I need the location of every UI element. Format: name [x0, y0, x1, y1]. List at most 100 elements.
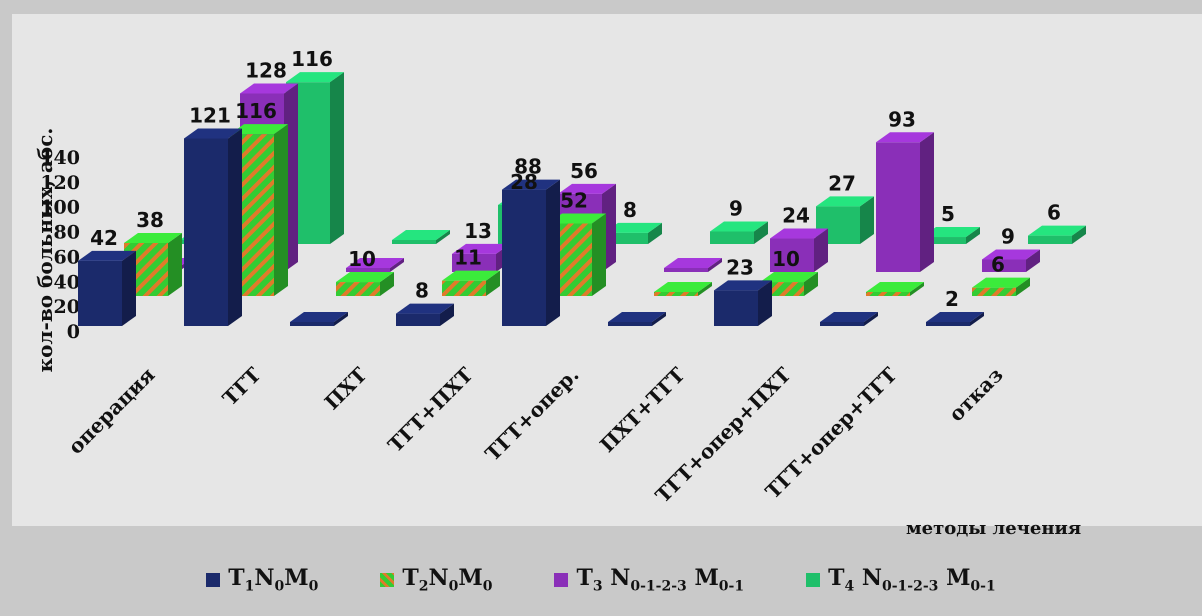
bar-side: [910, 282, 924, 296]
bar-top: [760, 272, 818, 283]
bar-side: [814, 228, 828, 272]
bar-front: [664, 268, 708, 272]
bar-top: [982, 249, 1040, 260]
bar-side: [486, 270, 500, 296]
bar: [392, 230, 450, 244]
bar-top: [286, 72, 344, 83]
bar-top: [710, 221, 768, 232]
bar-top: [866, 282, 924, 292]
bar-side: [592, 213, 606, 296]
bar: [714, 280, 772, 326]
bar-top: [770, 228, 828, 239]
value-label: 10: [348, 247, 376, 271]
bar-side: [436, 230, 450, 244]
bar-side: [970, 312, 984, 326]
value-label: 23: [726, 255, 754, 279]
legend-item-t1: T1N0M0: [206, 565, 318, 595]
legend-item-t4: T4 N0-1-2-3 M0-1: [806, 565, 996, 595]
y-tick-label: 0: [67, 321, 80, 343]
bar-side: [390, 258, 404, 272]
bar: [876, 132, 934, 272]
bar-front: [604, 232, 648, 244]
value-label: 27: [828, 171, 856, 195]
bar-top: [972, 277, 1030, 288]
bar-front: [336, 282, 380, 296]
bar-top: [664, 258, 722, 268]
value-label: 8: [415, 279, 429, 303]
value-label: 10: [772, 247, 800, 271]
bar-top: [290, 312, 348, 322]
bar: [502, 179, 560, 326]
bar-front: [714, 290, 758, 326]
bar-top: [1028, 225, 1086, 236]
legend-item-t3: T3 N0-1-2-3 M0-1: [554, 565, 745, 595]
y-tick-label: 20: [54, 296, 80, 318]
y-axis-title: кол-во больных, абс.: [33, 128, 57, 373]
value-label: 38: [136, 208, 164, 232]
bar-side: [920, 132, 934, 272]
legend-label-t3: T3 N0-1-2-3 M0-1: [576, 565, 745, 595]
bar-top: [392, 230, 450, 240]
value-label: 11: [454, 246, 482, 270]
bar-top: [558, 183, 616, 194]
bar-front: [452, 253, 496, 272]
bar-top: [654, 282, 712, 292]
value-label: 56: [570, 159, 598, 183]
y-tick-label: 40: [54, 271, 80, 293]
bar-side: [758, 280, 772, 326]
value-label: 5: [941, 202, 955, 226]
bar-top: [548, 213, 606, 224]
bar-side: [1016, 277, 1030, 296]
value-label: 6: [1047, 201, 1061, 225]
bar-front: [820, 322, 864, 326]
y-tick-label: 120: [40, 172, 80, 194]
legend-swatch-t3: [554, 572, 569, 587]
bar: [770, 228, 828, 272]
bar-side: [168, 232, 182, 296]
bar-side: [330, 72, 344, 245]
legend-label-t4: T4 N0-1-2-3 M0-1: [828, 565, 996, 595]
bar-side: [1026, 249, 1040, 272]
value-label: 116: [291, 47, 333, 71]
bar-front: [442, 280, 486, 296]
bar-side: [652, 312, 666, 326]
bar-front: [876, 142, 920, 272]
y-tick-label: 100: [40, 197, 80, 219]
bar-top: [922, 227, 980, 238]
bar-top: [820, 312, 878, 322]
bar-front: [502, 189, 546, 326]
bar: [926, 312, 984, 326]
bar-top: [502, 179, 560, 190]
bar-side: [546, 179, 560, 326]
bar-front: [770, 238, 814, 272]
bar-front: [78, 260, 122, 326]
bar: [442, 270, 500, 296]
bar-front: [982, 259, 1026, 272]
bar: [866, 282, 924, 296]
bar: [972, 277, 1030, 296]
bar-front: [290, 322, 334, 326]
bars: [78, 72, 1086, 326]
value-label: 8: [623, 198, 637, 222]
bar: [604, 222, 662, 244]
bar: [816, 196, 874, 244]
bar-front: [922, 237, 966, 244]
bar-side: [860, 196, 874, 244]
value-label: 128: [245, 58, 287, 82]
bar-side: [966, 227, 980, 244]
value-label: 6: [991, 253, 1005, 277]
bar-top: [184, 128, 242, 139]
bar: [922, 227, 980, 244]
bar: [710, 221, 768, 244]
value-label: 28: [510, 170, 538, 194]
bar-top: [926, 312, 984, 322]
value-label: 116: [235, 99, 277, 123]
bar: [608, 312, 666, 326]
bar: [290, 312, 348, 326]
value-label: 9: [1001, 224, 1015, 248]
bar-front: [866, 292, 910, 296]
bar-front: [1028, 235, 1072, 244]
bar-top: [876, 132, 934, 143]
